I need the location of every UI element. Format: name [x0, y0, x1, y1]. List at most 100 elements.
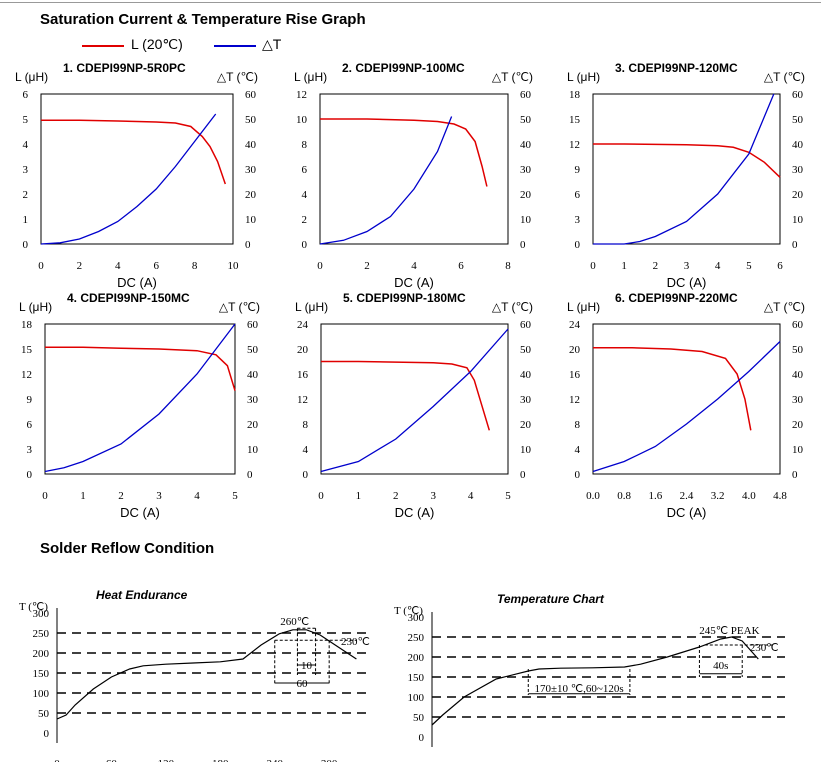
reflow-y-tick-label: 0 [419, 732, 425, 744]
y-tick-label: 9 [575, 164, 581, 176]
y2-axis-label-2: △T (℃) [492, 70, 533, 84]
y-tick-label: 24 [569, 319, 581, 331]
y-tick-label: 0 [575, 469, 581, 481]
x-tick-label: 2 [364, 260, 370, 272]
reflow-y-label-temperature-chart: T (℃) [394, 605, 423, 617]
plot-frame-4 [44, 323, 236, 475]
reflow-profile-curve-temperature-chart [431, 636, 759, 726]
x-tick-label: 0 [42, 490, 48, 502]
y2-tick-label: 50 [520, 344, 532, 356]
x-tick-label: 2 [118, 490, 124, 502]
reflow-y-tick-label: 100 [408, 692, 425, 704]
temperature-rise-curve-6 [592, 341, 781, 473]
y-tick-label: 4 [302, 189, 308, 201]
plot-frame-5 [320, 323, 509, 475]
y2-tick-label: 20 [245, 189, 257, 201]
reflow-y-tick-label: 0 [44, 728, 50, 740]
y-tick-label: 8 [303, 419, 309, 431]
y-tick-label: 1 [23, 214, 29, 226]
y2-tick-label: 20 [520, 419, 532, 431]
y-axis-label-5: L (μH) [295, 300, 328, 314]
x-tick-label: 4.8 [773, 490, 787, 502]
inductance-curve-2 [320, 118, 488, 187]
y2-tick-label: 40 [520, 139, 532, 151]
x-tick-label: 4 [715, 260, 721, 272]
y2-tick-label: 10 [520, 444, 532, 456]
y-tick-label: 18 [569, 89, 581, 101]
legend-label-l: L (20℃) [131, 36, 183, 52]
y2-tick-label: 0 [245, 239, 251, 251]
heat-60s-label: 60 [296, 678, 308, 690]
reflow-y-tick-label: 150 [33, 668, 50, 680]
reflow-profile-curve-heat-endurance [56, 629, 357, 720]
y2-tick-label: 0 [792, 469, 798, 481]
y-tick-label: 12 [569, 139, 580, 151]
reflow-title: Solder Reflow Condition [40, 540, 215, 557]
y2-tick-label: 30 [520, 164, 532, 176]
chart-title-5: 5. CDEPI99NP-180MC [343, 291, 466, 305]
heat-230-label: 230℃ [341, 636, 370, 648]
y-tick-label: 4 [303, 444, 309, 456]
y2-axis-label-5: △T (℃) [492, 300, 533, 314]
y2-tick-label: 20 [792, 189, 804, 201]
y-tick-label: 0 [302, 239, 308, 251]
y2-tick-label: 10 [792, 444, 804, 456]
plot-frame-1 [40, 93, 234, 245]
reflow-y-tick-label: 150 [408, 672, 425, 684]
y2-tick-label: 30 [520, 394, 532, 406]
y-tick-label: 0 [23, 239, 29, 251]
temperature-rise-curve-1 [40, 113, 217, 245]
legend-line-t [214, 45, 256, 47]
y-axis-label-6: L (μH) [567, 300, 600, 314]
y2-tick-label: 50 [247, 344, 259, 356]
temp-peak-label: 245℃ PEAK [699, 625, 759, 637]
y-tick-label: 0 [575, 239, 581, 251]
y-tick-label: 0 [303, 469, 309, 481]
y-tick-label: 0 [27, 469, 33, 481]
temperature-rise-curve-3 [593, 93, 775, 245]
chart-title-6: 6. CDEPI99NP-220MC [615, 291, 738, 305]
x-tick-label: 0 [317, 260, 323, 272]
y-tick-label: 10 [296, 114, 308, 126]
y-tick-label: 2 [23, 189, 29, 201]
plot-frame-3 [592, 93, 781, 245]
temp-soak-label: 170±10 ℃,60~120s [535, 683, 624, 695]
x-tick-label: 0.8 [617, 490, 631, 502]
reflow-y-tick-label: 50 [38, 708, 50, 720]
y2-tick-label: 60 [245, 89, 257, 101]
reflow-y-tick-label: 300 [33, 608, 50, 620]
x-axis-label-2: DC (A) [394, 275, 434, 290]
y-tick-label: 8 [302, 139, 308, 151]
heat-peak-label: 260℃ [280, 616, 309, 628]
reflow-x-tick-label: 60 [106, 758, 118, 762]
reflow-y-tick-label: 100 [33, 688, 50, 700]
y-tick-label: 15 [569, 114, 581, 126]
y-tick-label: 12 [297, 394, 308, 406]
y-tick-label: 12 [569, 394, 580, 406]
x-tick-label: 2 [77, 260, 83, 272]
reflow-x-tick-label: 240 [266, 758, 283, 762]
y2-tick-label: 0 [247, 469, 253, 481]
x-tick-label: 8 [192, 260, 198, 272]
inductance-curve-6 [593, 347, 752, 431]
y2-tick-label: 40 [245, 139, 257, 151]
plot-frame-2 [319, 93, 509, 245]
y2-tick-label: 10 [520, 214, 532, 226]
x-tick-label: 6 [777, 260, 783, 272]
x-tick-label: 1 [356, 490, 362, 502]
inductance-curve-5 [321, 360, 491, 431]
y-tick-label: 15 [21, 344, 33, 356]
y2-tick-label: 10 [247, 444, 259, 456]
y-axis-label-3: L (μH) [567, 70, 600, 84]
y-tick-label: 16 [297, 369, 309, 381]
y-axis-label-1: L (μH) [15, 70, 48, 84]
y-tick-label: 18 [21, 319, 33, 331]
y2-tick-label: 30 [245, 164, 257, 176]
x-tick-label: 6 [458, 260, 464, 272]
x-tick-label: 6 [153, 260, 159, 272]
reflow-y-tick-label: 200 [33, 648, 50, 660]
y-tick-label: 20 [569, 344, 581, 356]
x-tick-label: 0.0 [586, 490, 600, 502]
y2-tick-label: 40 [792, 139, 804, 151]
